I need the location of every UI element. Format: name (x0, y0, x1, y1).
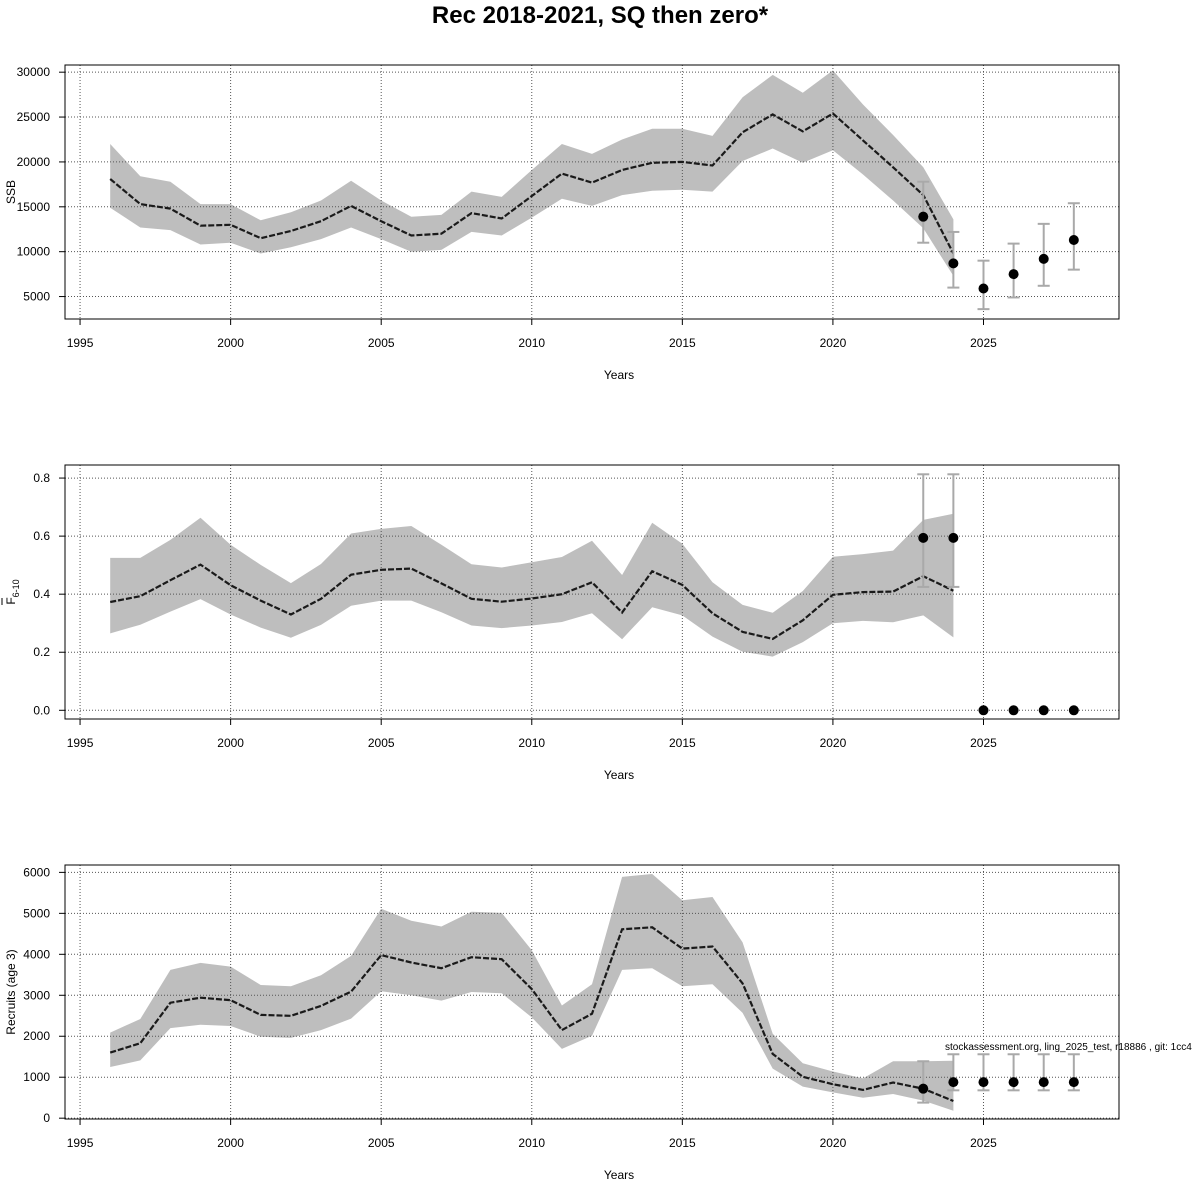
forecast-point (1038, 253, 1049, 264)
forecast-point (948, 258, 959, 269)
forecast-point (1008, 1077, 1019, 1088)
y-axis-label: Recruits (age 3) (4, 949, 18, 1034)
y-tick-label: 1000 (23, 1070, 50, 1084)
x-tick-label: 2025 (970, 336, 997, 350)
y-tick-label: 30000 (17, 65, 51, 79)
panel-ssb: 1995 2000 2005 2010 2015 2020 2025 5000 10000 150… (4, 64, 1120, 382)
forecast-point (978, 1077, 989, 1088)
y-tick-label: 0.4 (33, 587, 50, 601)
x-axis-label: Years (604, 1168, 634, 1182)
chart-title: Rec 2018-2021, SQ then zero* (431, 2, 769, 29)
x-tick-label: 1995 (67, 736, 94, 750)
forecast-point (948, 1077, 959, 1088)
y-tick-label: 10000 (17, 245, 51, 259)
forecast-point (1008, 705, 1019, 716)
y-tick-label: 0.8 (33, 471, 50, 485)
forecast-point (1038, 1077, 1049, 1088)
forecast-point (1008, 269, 1019, 280)
y-tick-label: 6000 (23, 865, 50, 879)
forecast-point (1068, 1077, 1079, 1088)
x-tick-label: 2015 (669, 336, 696, 350)
x-tick-label: 2010 (518, 736, 545, 750)
forecast-point (1038, 705, 1049, 716)
forecast-point (918, 211, 929, 222)
y-tick-label: 20000 (17, 155, 51, 169)
x-tick-label: 2005 (368, 1136, 395, 1150)
confidence-band (110, 874, 954, 1111)
x-tick-label: 2020 (820, 736, 847, 750)
y-tick-label: 0.0 (33, 703, 50, 717)
x-tick-label: 2025 (970, 1136, 997, 1150)
forecast-point (1068, 235, 1079, 246)
estimate-line (109, 112, 955, 255)
forecast-point (978, 283, 989, 294)
y-axis-label-subscript: 6-10 (11, 579, 21, 597)
x-tick-label: 2010 (518, 1136, 545, 1150)
y-tick-label: 3000 (23, 988, 50, 1002)
x-tick-label: 2015 (669, 1136, 696, 1150)
x-tick-label: 1995 (67, 336, 94, 350)
x-tick-label: 2010 (518, 336, 545, 350)
y-tick-label: 15000 (17, 200, 51, 214)
forecast-point (948, 532, 959, 543)
x-tick-label: 2000 (217, 336, 244, 350)
forecast-point (918, 1083, 929, 1094)
x-tick-label: 2000 (217, 736, 244, 750)
y-tick-label: 4000 (23, 947, 50, 961)
estimate-line (109, 563, 954, 641)
y-axis-label: SSB (4, 180, 18, 204)
y-tick-label: 0.6 (33, 529, 50, 543)
x-tick-label: 2025 (970, 736, 997, 750)
y-tick-label: 2000 (23, 1029, 50, 1043)
y-tick-label: 0 (43, 1111, 50, 1125)
footnote-text: stockassessment.org, ling_2025_test, r18… (945, 1042, 1192, 1053)
x-tick-label: 2005 (368, 736, 395, 750)
x-tick-label: 2020 (820, 1136, 847, 1150)
x-tick-label: 2020 (820, 336, 847, 350)
x-tick-label: 2005 (368, 336, 395, 350)
panel-fishing-mortality: 1995 2000 2005 2010 2015 2020 2025 0.0 0.2 0.4 0.6… (1, 464, 1120, 782)
forecast-point (918, 532, 929, 543)
y-tick-label: 25000 (17, 110, 51, 124)
y-tick-label: 0.2 (33, 645, 50, 659)
forecast-point (978, 705, 989, 716)
panel-recruits: 1995 2000 2005 2010 2015 2020 2025 0 1000 2000 300… (4, 864, 1120, 1182)
x-tick-label: 2000 (217, 1136, 244, 1150)
y-axis-label: F6-10 (4, 579, 21, 604)
y-tick-label: 5000 (23, 906, 50, 920)
estimate-line (109, 926, 954, 1103)
y-tick-label: 5000 (23, 290, 50, 304)
x-axis-label: Years (604, 368, 634, 382)
forecast-point (1068, 705, 1079, 716)
x-tick-label: 2015 (669, 736, 696, 750)
x-axis-label: Years (604, 768, 634, 782)
x-tick-label: 1995 (67, 1136, 94, 1150)
